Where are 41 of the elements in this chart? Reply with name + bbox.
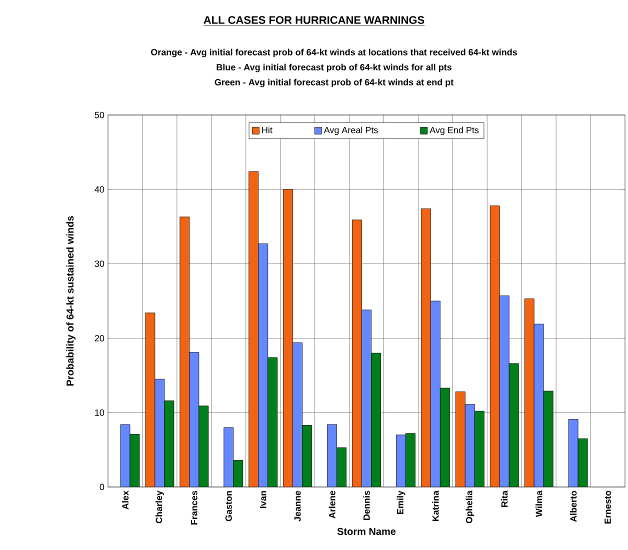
x-tick-label: Ivan bbox=[260, 491, 266, 508]
bar bbox=[258, 244, 268, 487]
x-tick-label: Rita bbox=[501, 490, 508, 507]
bar bbox=[534, 324, 544, 487]
bar bbox=[396, 434, 406, 487]
bar bbox=[464, 404, 475, 487]
text: Blue - Avg initial forecast prob of 64-kt winds for all pts bbox=[216, 64, 452, 72]
bar bbox=[499, 296, 510, 487]
legend-label: Avg Areal Pts bbox=[324, 126, 378, 136]
bar bbox=[189, 352, 200, 487]
y-tick-label: 0 bbox=[100, 484, 104, 490]
x-tick-label: Alex bbox=[122, 490, 129, 510]
x-axis-title: Storm Name bbox=[337, 528, 396, 535]
y-tick-label: 10 bbox=[95, 409, 104, 416]
x-tick-label: Arlene bbox=[328, 490, 336, 518]
x-tick-label: Wilma bbox=[536, 490, 542, 517]
bar bbox=[362, 310, 372, 487]
x-tick-label: Emily bbox=[396, 490, 406, 514]
x-tick-label: Jeanne bbox=[294, 490, 301, 522]
x-tick-label: Katrina bbox=[432, 490, 439, 521]
legend-label: Hit bbox=[262, 126, 272, 134]
text: Green - Avg initial forecast prob of 64-kt winds at end pt bbox=[214, 78, 454, 88]
bar bbox=[292, 342, 303, 487]
bar bbox=[430, 300, 440, 487]
x-tick-label: Gaston bbox=[225, 491, 232, 522]
text: Orange - Avg initial forecast prob of 64-kt winds at locations that received 64-kt winds bbox=[151, 48, 518, 58]
y-axis-title: Probability of 64-kt sustained winds bbox=[66, 216, 76, 386]
y-tick-label: 40 bbox=[94, 186, 104, 193]
chart-title: ALL CASES FOR HURRICANE WARNINGS bbox=[204, 16, 424, 24]
y-tick-label: 20 bbox=[94, 335, 104, 342]
bar bbox=[327, 424, 337, 487]
x-tick-label: Ernesto bbox=[604, 490, 611, 524]
y-tick-label: 50 bbox=[94, 112, 104, 118]
x-tick-label: Ophelia bbox=[466, 490, 474, 524]
x-tick-label: Dennis bbox=[363, 490, 370, 520]
y-tick-label: 30 bbox=[94, 260, 104, 267]
legend-label: Avg End Pts bbox=[430, 126, 479, 136]
x-tick-label: Frances bbox=[191, 490, 198, 524]
bar bbox=[224, 427, 234, 487]
x-tick-label: Alberto bbox=[570, 490, 577, 522]
x-tick-label: Charley bbox=[156, 490, 164, 524]
